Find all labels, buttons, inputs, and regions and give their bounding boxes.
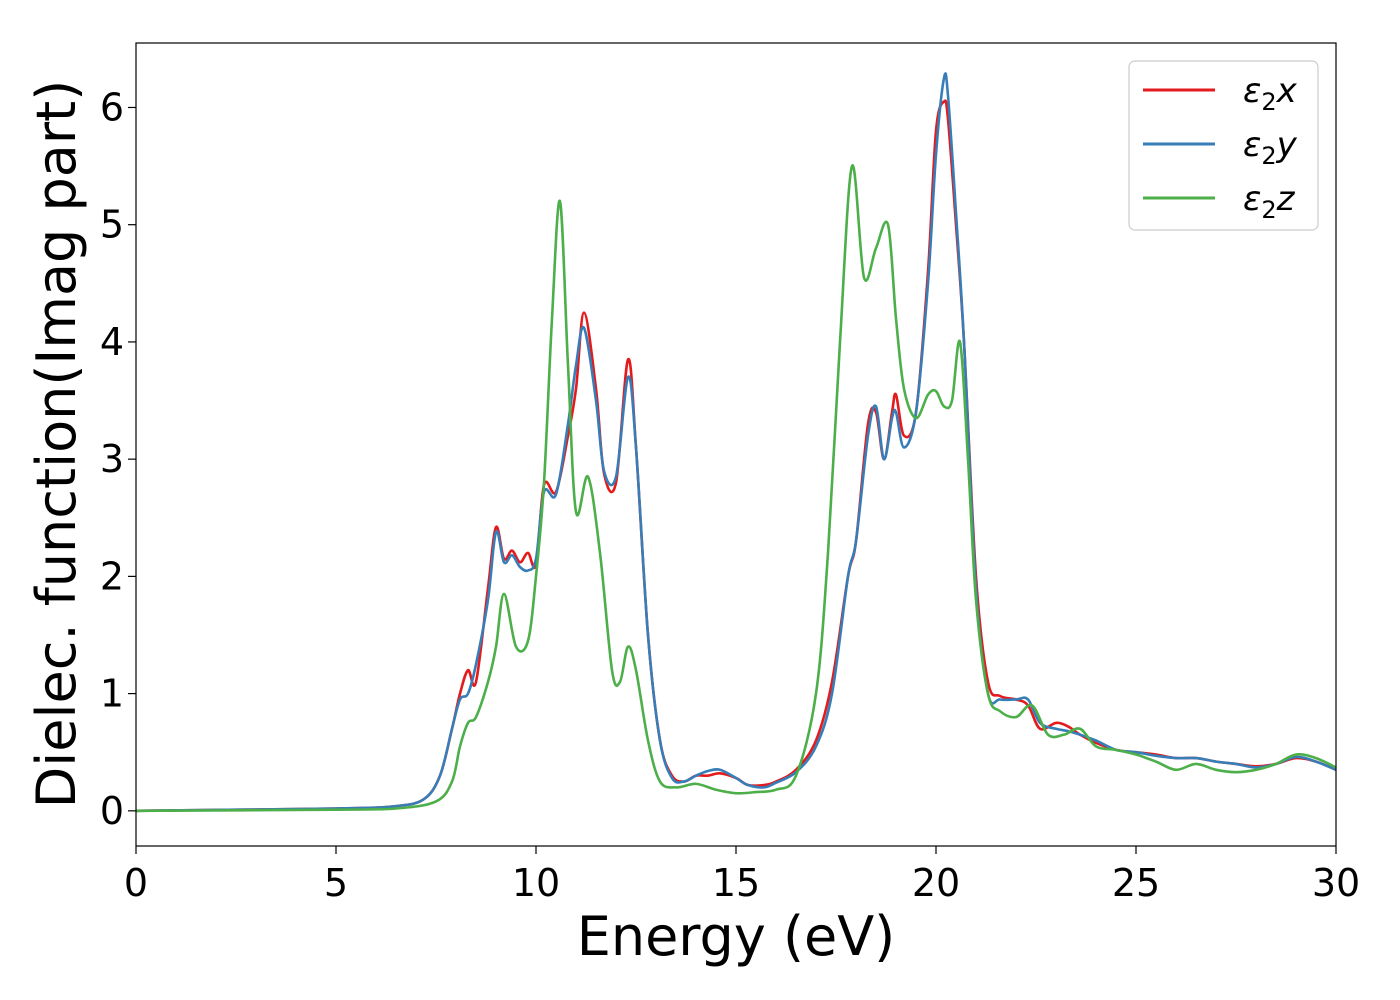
y-axis-label: Dielec. function(Imag part) xyxy=(25,80,88,809)
x-tick-label: 5 xyxy=(324,861,348,905)
series-layer xyxy=(135,72,1337,813)
x-tick-label: 15 xyxy=(712,861,760,905)
legend-label-x: ε2x xyxy=(1243,71,1298,116)
y-tick-label: 4 xyxy=(100,320,124,364)
x-tick-label: 25 xyxy=(1112,861,1160,905)
y-tick-label: 0 xyxy=(100,789,124,833)
y-tick-label: 1 xyxy=(100,672,124,716)
x-tick-label: 20 xyxy=(912,861,960,905)
series-line-x xyxy=(135,99,1337,813)
x-tick-label: 0 xyxy=(124,861,148,905)
legend-label-y: ε2y xyxy=(1243,125,1298,170)
y-tick-label: 5 xyxy=(100,203,124,247)
legend: ε2x ε2y ε2z xyxy=(1128,60,1319,231)
y-tick-label: 6 xyxy=(100,85,124,129)
y-axis-ticks: 0 1 2 3 4 5 6 xyxy=(100,85,136,833)
x-axis-label: Energy (eV) xyxy=(577,905,896,968)
series-line-z xyxy=(135,164,1337,813)
legend-box xyxy=(1128,60,1319,231)
legend-label-z: ε2z xyxy=(1243,179,1296,224)
x-axis-ticks: 0 5 10 15 20 25 30 xyxy=(124,846,1360,905)
y-tick-label: 2 xyxy=(100,554,124,598)
x-tick-label: 30 xyxy=(1312,861,1360,905)
x-tick-label: 10 xyxy=(512,861,560,905)
y-tick-label: 3 xyxy=(100,437,124,481)
